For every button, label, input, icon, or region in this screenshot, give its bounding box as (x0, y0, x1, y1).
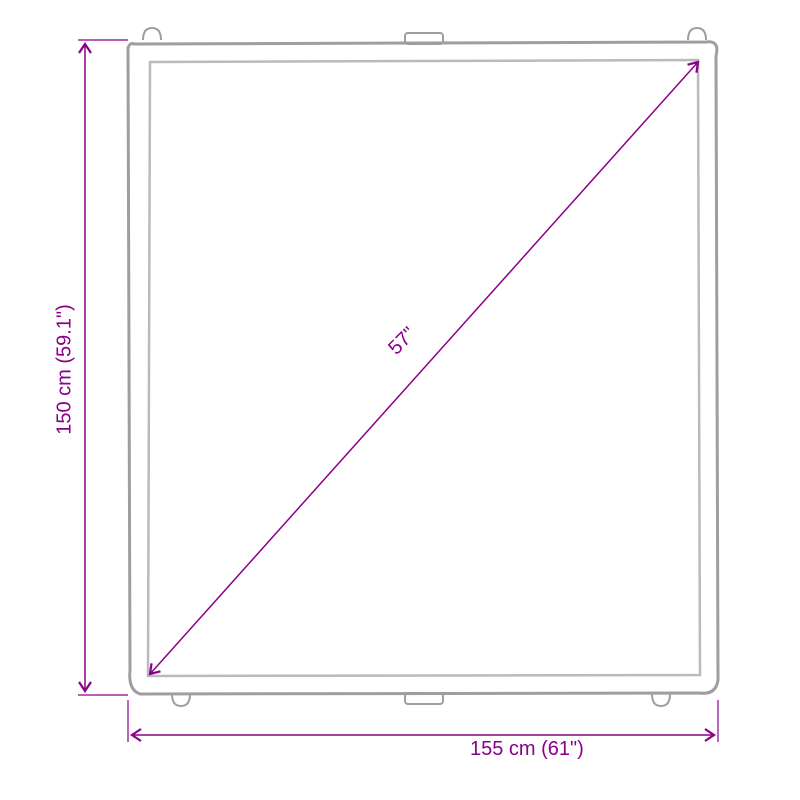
dimension-diagram: 150 cm (59.1") 155 cm (61") 57" (0, 0, 800, 800)
diagonal-dimension (150, 62, 698, 674)
clip-bottom-left (172, 694, 190, 706)
clip-top-left (143, 28, 161, 40)
clip-bottom-right (652, 694, 670, 706)
height-label: 150 cm (59.1") (54, 295, 77, 445)
width-label: 155 cm (61") (470, 738, 584, 761)
clip-top-right (688, 28, 706, 40)
height-dimension (78, 40, 128, 695)
width-dimension (128, 700, 718, 742)
diagram-svg (0, 0, 800, 800)
